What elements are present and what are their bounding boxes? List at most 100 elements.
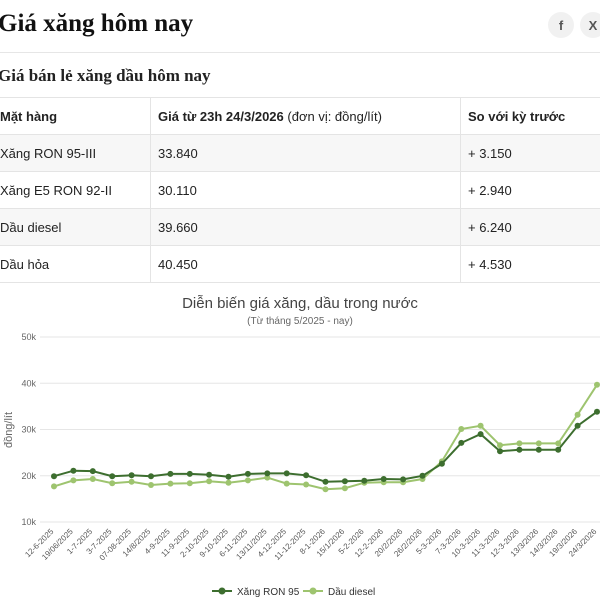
data-point [497,442,503,449]
legend-marker-ron95 [218,587,226,595]
table-row: Xăng E5 RON 92-II 30.110 + 2.940 [0,171,600,209]
data-point [555,446,562,453]
table-header-row: Mặt hàng Giá từ 23h 24/3/2026 (đơn vị: đ… [0,97,600,135]
data-point [206,478,213,485]
gridlines [40,336,600,523]
data-point [70,477,77,484]
data-point [264,474,271,481]
data-point [419,472,426,479]
data-point [225,473,232,480]
chart-subtitle: (Từ tháng 5/2025 - nay) [247,316,353,327]
data-point [109,480,116,487]
data-point [400,476,407,483]
table-title: Giá bán lẻ xăng dầu hôm nay [0,66,211,85]
cell-price: 30.110 [150,171,461,209]
column-header-item: Mặt hàng [0,97,151,135]
data-point [361,477,368,484]
table-row: Dầu hỏa 40.450 + 4.530 [0,245,600,283]
cell-change: + 4.530 [460,245,600,283]
price-trend-chart: Diễn biến giá xăng, dầu trong nước (Từ t… [3,295,600,598]
data-point [186,470,193,477]
column-header-price: Giá từ 23h 24/3/2026 (đơn vị: đồng/lít) [150,97,461,135]
data-point [244,477,251,484]
price-unit-note: (đơn vị: đồng/lít) [283,108,382,124]
data-point [477,431,484,438]
series [51,381,600,493]
data-point [167,470,174,477]
legend-marker-diesel [309,587,317,595]
facebook-icon[interactable]: f [548,12,574,38]
chart-title: Diễn biến giá xăng, dầu trong nước [182,295,418,312]
data-point [148,482,154,488]
cell-item: Dầu hỏa [0,245,151,283]
data-point [380,476,387,482]
y-tick-label: 50k [21,332,36,342]
data-point [109,473,116,480]
x-icon[interactable]: X [580,12,600,38]
data-point [244,470,251,477]
cell-item: Dầu diesel [0,208,151,246]
page-title: Giá xăng hôm nay [0,10,194,37]
y-tick-label: 30k [21,425,36,435]
data-point [264,470,271,477]
data-point [322,478,329,485]
cell-price: 33.840 [150,134,461,172]
data-point [574,411,581,418]
y-axis-label: đồng/lít [3,412,15,448]
data-point [167,480,174,487]
cell-item: Xăng RON 95-III [0,134,151,172]
data-point [458,439,465,446]
cell-item: Xăng E5 RON 92-II [0,171,151,209]
cell-price: 40.450 [150,245,461,283]
data-point [51,473,57,480]
data-point [477,422,484,429]
data-point [186,480,193,487]
page-header: Giá xăng hôm nay f X [0,0,600,52]
data-point [283,470,290,477]
data-point [128,472,135,479]
y-tick-label: 10k [21,517,36,527]
data-point [89,468,96,475]
cell-change: + 3.150 [460,134,600,172]
cell-change: + 6.240 [460,208,600,246]
cell-change: + 2.940 [460,171,600,209]
data-point [206,471,213,478]
y-tick-label: 20k [21,471,36,481]
data-point [322,486,329,493]
price-header-label: Giá từ 23h 24/3/2026 [158,108,284,124]
column-header-change: So với kỳ trước [460,97,600,135]
data-point [341,485,348,492]
data-point [89,476,96,482]
legend-label-diesel: Dầu diesel [328,586,375,598]
header-divider [0,52,600,53]
data-point [594,408,600,415]
legend-label-ron95: Xăng RON 95 [237,587,300,598]
data-point [225,479,232,486]
cell-price: 39.660 [150,208,461,246]
data-point [516,440,523,447]
y-axis: 10k 20k 30k 40k 50k [21,332,36,527]
data-point [51,483,57,490]
data-point [574,422,581,429]
data-point [594,381,600,388]
data-point [128,478,135,485]
data-point [70,467,77,474]
data-point [535,446,542,453]
data-point [283,480,290,487]
data-point [303,472,310,479]
data-point [341,478,348,485]
y-tick-label: 40k [21,378,36,388]
data-point [458,426,465,432]
table-row: Dầu diesel 39.660 + 6.240 [0,208,600,246]
data-point [497,448,503,455]
data-point [555,440,562,447]
data-point [148,473,154,480]
series-line [53,384,598,491]
data-point [438,460,445,467]
data-point [535,440,542,447]
series-line [53,410,598,483]
table-row: Xăng RON 95-III 33.840 + 3.150 [0,134,600,172]
legend: Xăng RON 95 Dầu diesel [212,586,375,598]
x-axis: 12-6-202519/06/20251-7-20253-7-202507-08… [23,527,599,563]
data-point [303,481,310,488]
